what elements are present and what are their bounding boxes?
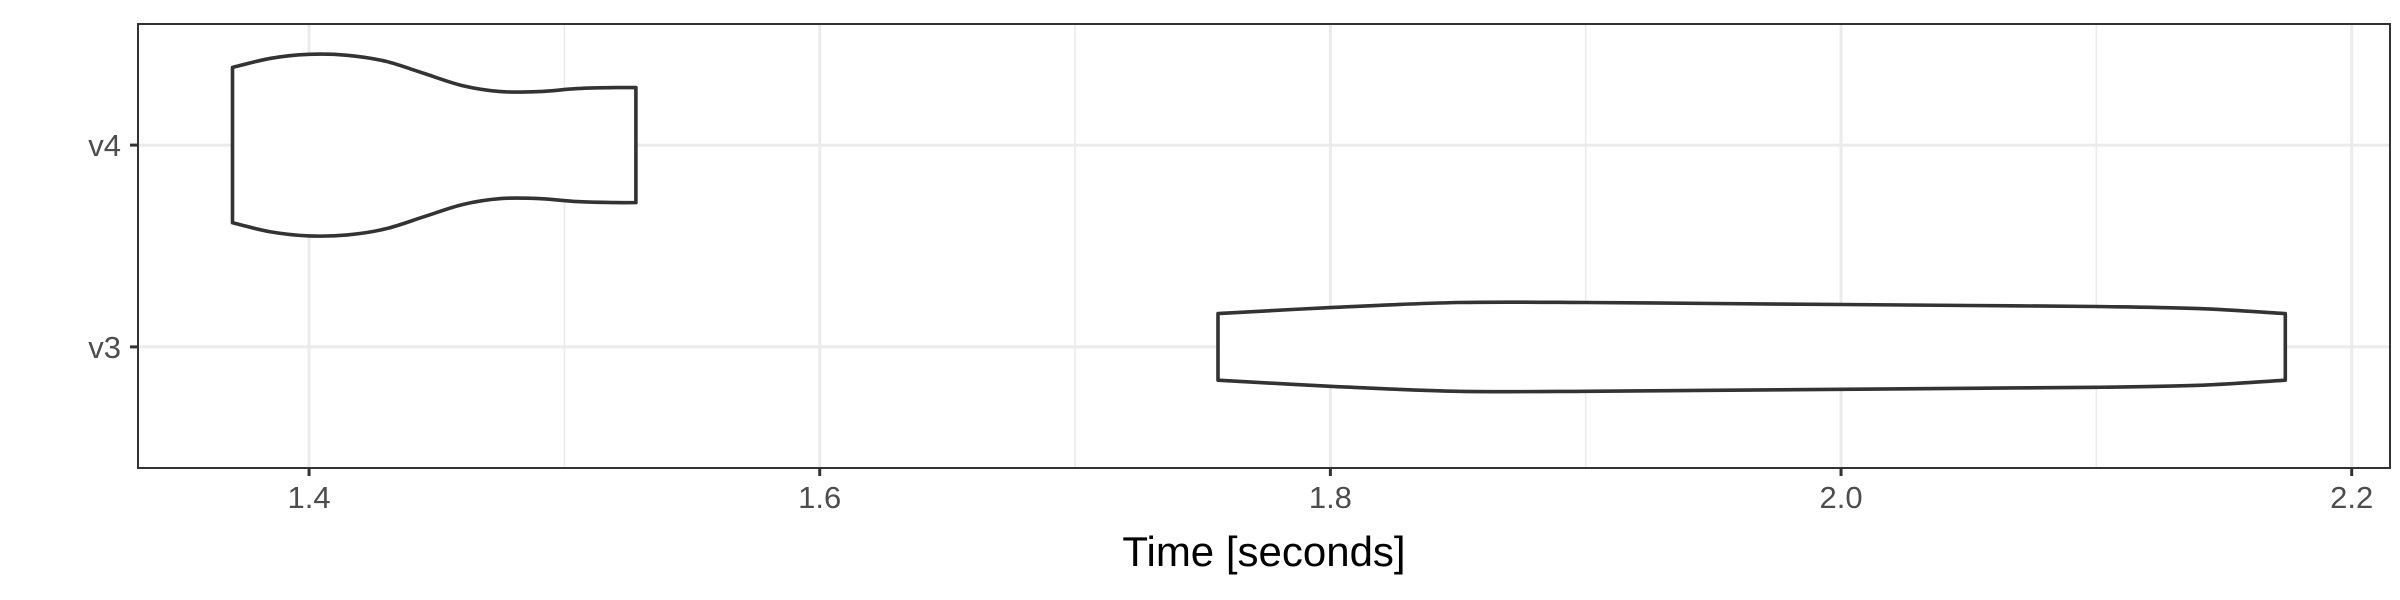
plot-panel-border xyxy=(137,23,2391,469)
x-tick-label: 1.8 xyxy=(1309,480,1352,515)
x-tick-label: 1.4 xyxy=(288,480,331,515)
x-axis-title: Time [seconds] xyxy=(1122,528,1405,575)
violin-v3 xyxy=(1216,300,2288,394)
violin-v4 xyxy=(230,52,638,238)
axes: 1.4 1.6 1.8 2.0 2.2 v3 v4 xyxy=(88,128,2373,515)
y-tick-label-v4: v4 xyxy=(88,128,121,163)
violins xyxy=(230,52,2288,394)
x-tick-label: 1.6 xyxy=(798,480,841,515)
x-tick-label: 2.0 xyxy=(1819,480,1862,515)
y-tick-label-v3: v3 xyxy=(88,330,121,365)
x-tick-label: 2.2 xyxy=(2330,480,2373,515)
